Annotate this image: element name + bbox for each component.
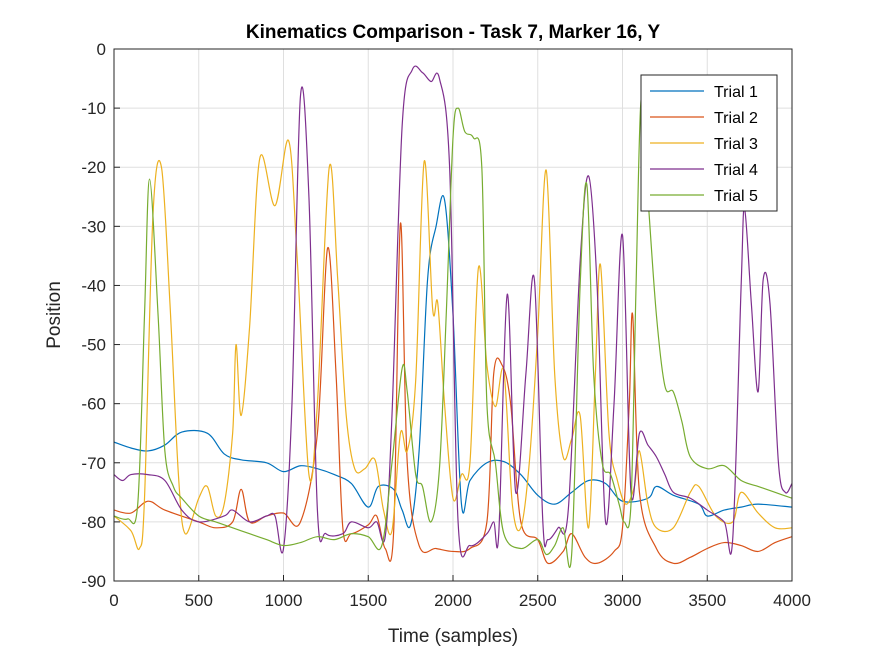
x-axis-label: Time (samples) [388,626,518,647]
y-tick-label: -30 [81,217,106,236]
x-tick-label: 2000 [434,591,472,610]
legend-label: Trial 4 [714,162,758,179]
y-tick-label: -70 [81,454,106,473]
x-tick-label: 3500 [688,591,726,610]
legend-label: Trial 2 [714,110,758,127]
y-tick-label: -90 [81,572,106,591]
y-tick-label: -60 [81,395,106,414]
y-tick-label: 0 [97,40,106,59]
legend: Trial 1 Trial 2 Trial 3 Trial 4 Trial 5 [640,74,778,212]
x-tick-label: 1500 [349,591,387,610]
y-tick-label: -40 [81,276,106,295]
axis-ticks: 0 500 1000 1500 2000 2500 3000 3500 4000 0 -10 -20 -… [81,40,810,610]
x-tick-label: 0 [109,591,118,610]
y-axis-label: Position [44,281,65,349]
x-tick-label: 500 [185,591,213,610]
chart-title: Kinematics Comparison - Task 7, Marker 1… [246,22,661,43]
x-tick-label: 4000 [773,591,811,610]
series-line-trial-3 [114,139,792,551]
series-line-trial-2 [114,222,792,565]
legend-label: Trial 1 [714,84,758,101]
y-tick-label: -20 [81,158,106,177]
series-line-trial-1 [114,195,792,529]
legend-label: Trial 3 [714,136,758,153]
legend-label: Trial 5 [714,188,758,205]
x-tick-label: 3000 [604,591,642,610]
y-tick-label: -10 [81,99,106,118]
y-tick-label: -50 [81,336,106,355]
series-line-trial-4 [114,65,792,558]
y-tick-label: -80 [81,513,106,532]
x-tick-label: 1000 [265,591,303,610]
x-tick-label: 2500 [519,591,557,610]
